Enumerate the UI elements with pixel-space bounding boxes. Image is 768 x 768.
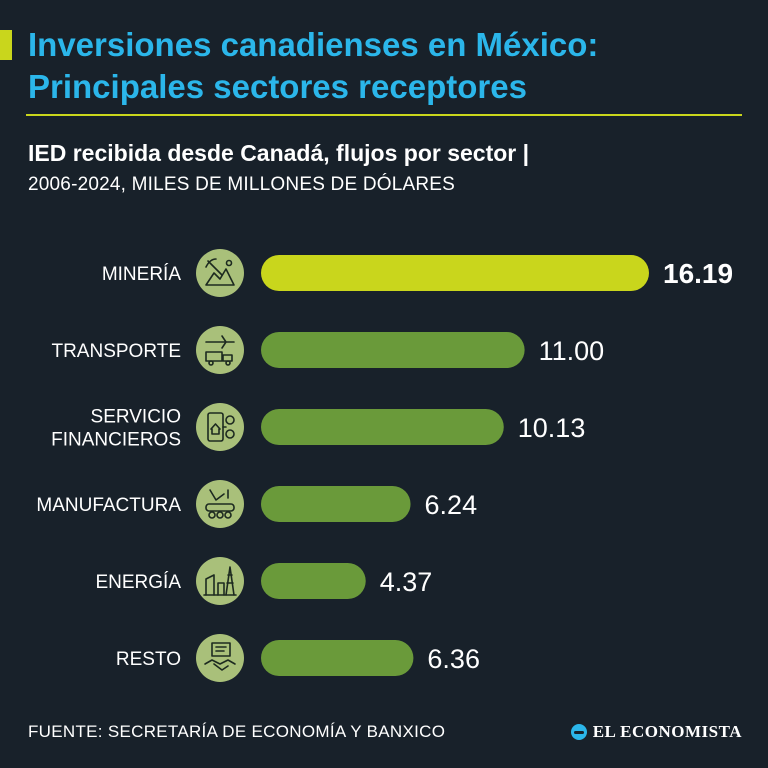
title-line-1: Inversiones canadienses en México: [28, 26, 599, 63]
brand-icon [570, 724, 587, 740]
handshake-icon [196, 634, 244, 682]
chart-units: 2006-2024, MILES DE MILLONES DE DÓLARES [28, 174, 456, 195]
title-line-2: Principales sectores receptores [28, 68, 527, 105]
title-accent-bar [0, 30, 12, 60]
category-label: SERVICIO FINANCIEROS [51, 407, 181, 451]
bar [261, 486, 411, 522]
category-label-line: MINERÍA [102, 264, 182, 285]
value-label: 11.00 [539, 336, 605, 366]
title-divider [26, 114, 742, 116]
bar [261, 409, 504, 445]
category-label-line: SERVICIO [91, 407, 181, 428]
bar [261, 255, 649, 291]
category-label-line: FINANCIEROS [51, 430, 181, 451]
category-label-line: RESTO [116, 649, 181, 670]
value-label: 10.13 [518, 413, 586, 443]
category-label: ENERGÍA [95, 572, 181, 593]
category-label-line: ENERGÍA [95, 572, 181, 593]
manufacturing-icon [196, 480, 244, 528]
mining-icon [196, 249, 244, 297]
brand-name: EL ECONOMISTA [592, 722, 742, 741]
brand-logo: EL ECONOMISTA [570, 722, 742, 742]
chart-subtitle: IED recibida desde Canadá, flujos por se… [28, 140, 530, 166]
value-label: 4.37 [380, 567, 433, 597]
value-label: 6.24 [425, 490, 478, 520]
category-label: RESTO [116, 649, 181, 670]
energy-icon [196, 557, 244, 605]
source-note: FUENTE: SECRETARÍA DE ECONOMÍA Y BANXICO [28, 722, 446, 741]
bar [261, 563, 366, 599]
chart-title: Inversiones canadienses en México: Princ… [28, 24, 748, 108]
finance-icon [196, 403, 244, 451]
category-label: MANUFACTURA [36, 495, 181, 516]
bar [261, 332, 525, 368]
category-label-line: MANUFACTURA [36, 495, 181, 516]
value-label: 6.36 [427, 644, 480, 674]
value-label: 16.19 [663, 258, 733, 289]
transport-icon [196, 326, 244, 374]
bar [261, 640, 414, 676]
category-label: MINERÍA [102, 264, 182, 285]
category-label-line: TRANSPORTE [51, 341, 181, 362]
category-label: TRANSPORTE [51, 341, 181, 362]
